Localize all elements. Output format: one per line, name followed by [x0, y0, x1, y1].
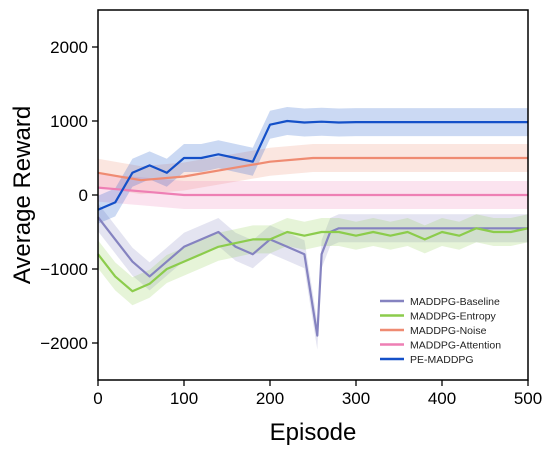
y-tick-label: 2000: [50, 38, 88, 57]
band-3: [98, 173, 528, 209]
y-axis: −2000 −1000 0 1000 2000: [40, 38, 98, 353]
legend-label: MADDPG-Baseline: [410, 296, 500, 308]
band-0: [98, 203, 528, 350]
x-tick-label: 500: [514, 389, 542, 408]
series-lines: [97, 119, 529, 337]
band-4: [98, 107, 528, 224]
band-2: [98, 144, 528, 195]
x-tick-label: 300: [342, 389, 370, 408]
x-tick-label: 0: [93, 389, 102, 408]
legend-label: MADDPG-Noise: [410, 325, 487, 337]
x-axis: 0 100 200 300 400 500: [93, 380, 542, 408]
legend-label: MADDPG-Attention: [410, 340, 501, 352]
legend-label: PE-MADDPG: [410, 354, 474, 366]
y-tick-label: 1000: [50, 112, 88, 131]
y-tick-label: −2000: [40, 334, 88, 353]
y-axis-title: Average Reward: [9, 106, 36, 284]
series-line-1: [97, 227, 529, 293]
series-line-0: [97, 216, 528, 337]
series-line-2: [97, 156, 528, 182]
x-tick-label: 100: [170, 389, 198, 408]
series-line-4: [97, 119, 528, 211]
y-tick-label: −1000: [40, 260, 88, 279]
legend: MADDPG-Baseline MADDPG-Entropy MADDPG-Nois…: [380, 296, 501, 366]
y-tick-label: 0: [79, 186, 88, 205]
x-axis-title: Episode: [270, 419, 357, 446]
x-tick-label: 200: [256, 389, 284, 408]
x-tick-label: 400: [428, 389, 456, 408]
series-line-3: [97, 186, 528, 197]
legend-label: MADDPG-Entropy: [410, 311, 497, 323]
